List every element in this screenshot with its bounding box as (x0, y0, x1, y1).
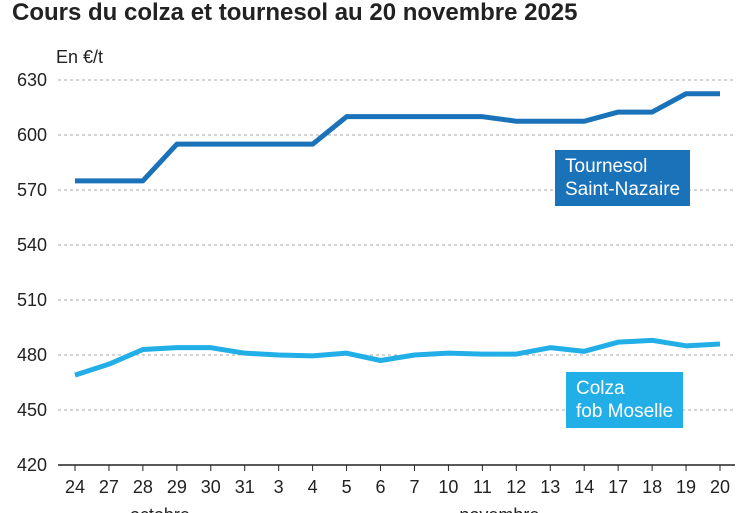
x-tick-label: 12 (506, 477, 526, 497)
y-tick-label: 480 (17, 345, 47, 365)
y-tick-label: 450 (17, 400, 47, 420)
x-tick-label: 30 (201, 477, 221, 497)
x-tick-label: 31 (235, 477, 255, 497)
x-tick-label: 5 (342, 477, 352, 497)
series-line (75, 91, 720, 184)
x-tick-label: 27 (99, 477, 119, 497)
x-tick-label: 13 (540, 477, 560, 497)
x-tick-label: 19 (676, 477, 696, 497)
x-tick-label: 17 (608, 477, 628, 497)
x-tick-label: 4 (308, 477, 318, 497)
y-tick-label: 540 (17, 235, 47, 255)
legend-label: Tournesol Saint-Nazaire (555, 150, 691, 206)
x-tick-label: 29 (167, 477, 187, 497)
series-line (74, 337, 721, 378)
x-tick-label: 14 (574, 477, 594, 497)
x-tick-label: 3 (274, 477, 284, 497)
y-tick-label: 420 (17, 455, 47, 475)
x-tick-label: 6 (376, 477, 386, 497)
y-tick-label: 570 (17, 180, 47, 200)
x-tick-label: 28 (133, 477, 153, 497)
x-tick-label: 10 (438, 477, 458, 497)
month-label: octobre (130, 505, 190, 513)
y-tick-label: 630 (17, 70, 47, 90)
month-label: novembre (459, 505, 539, 513)
legend-label: Colza fob Moselle (566, 372, 684, 428)
x-tick-label: 24 (65, 477, 85, 497)
x-tick-label: 18 (642, 477, 662, 497)
y-tick-label: 600 (17, 125, 47, 145)
y-axis-label: En €/t (56, 47, 103, 67)
x-tick-label: 11 (473, 477, 492, 497)
y-tick-label: 510 (17, 290, 47, 310)
chart-title: Cours du colza et tournesol au 20 novemb… (12, 0, 578, 26)
x-tick-label: 7 (409, 477, 419, 497)
x-tick-label: 20 (710, 477, 730, 497)
